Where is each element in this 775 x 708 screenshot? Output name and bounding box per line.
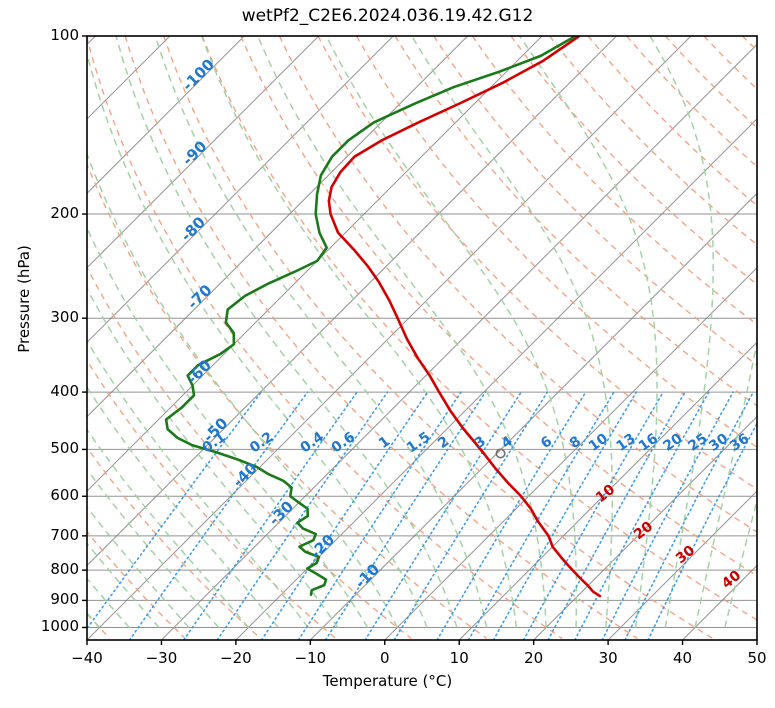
x-tick-label: 40 [673, 649, 693, 667]
svg-text:-70: -70 [184, 281, 216, 313]
svg-text:-10: -10 [351, 560, 383, 592]
x-tick-label: 30 [598, 649, 618, 667]
svg-text:-60: -60 [183, 356, 215, 388]
x-tick-label: 10 [449, 649, 469, 667]
y-tick-label: 800 [50, 560, 79, 579]
x-tick-label: 0 [379, 649, 390, 667]
svg-text:13: 13 [614, 431, 639, 455]
x-tick-label: −10 [294, 649, 327, 667]
x-axis-label: Temperature (°C) [322, 672, 453, 690]
svg-text:0.6: 0.6 [329, 429, 359, 456]
svg-text:40: 40 [719, 567, 744, 592]
x-tick-label: 50 [747, 649, 767, 667]
y-tick-label: 200 [50, 204, 79, 223]
y-tick-label: 400 [50, 382, 79, 401]
x-tick-label: 20 [524, 649, 544, 667]
svg-text:0.4: 0.4 [298, 429, 328, 456]
svg-text:1.5: 1.5 [404, 429, 434, 456]
svg-text:-80: -80 [177, 213, 209, 245]
y-tick-label: 100 [50, 26, 79, 44]
chart-title: wetPf2_C2E6.2024.036.19.42.G12 [241, 6, 534, 26]
x-tick-label: −30 [145, 649, 178, 667]
y-tick-label: 500 [50, 439, 79, 458]
svg-text:20: 20 [660, 430, 685, 454]
y-tick-label: 300 [50, 308, 79, 327]
svg-text:-90: -90 [179, 137, 211, 169]
y-tick-label: 1000 [40, 617, 79, 636]
svg-text:-30: -30 [265, 497, 297, 529]
y-tick-label: 700 [50, 525, 79, 544]
y-tick-label: 600 [50, 486, 79, 505]
x-tick-label: −20 [220, 649, 252, 667]
x-tick-label: −40 [71, 649, 103, 667]
y-tick-label: 900 [50, 590, 79, 609]
svg-text:10: 10 [586, 430, 611, 454]
